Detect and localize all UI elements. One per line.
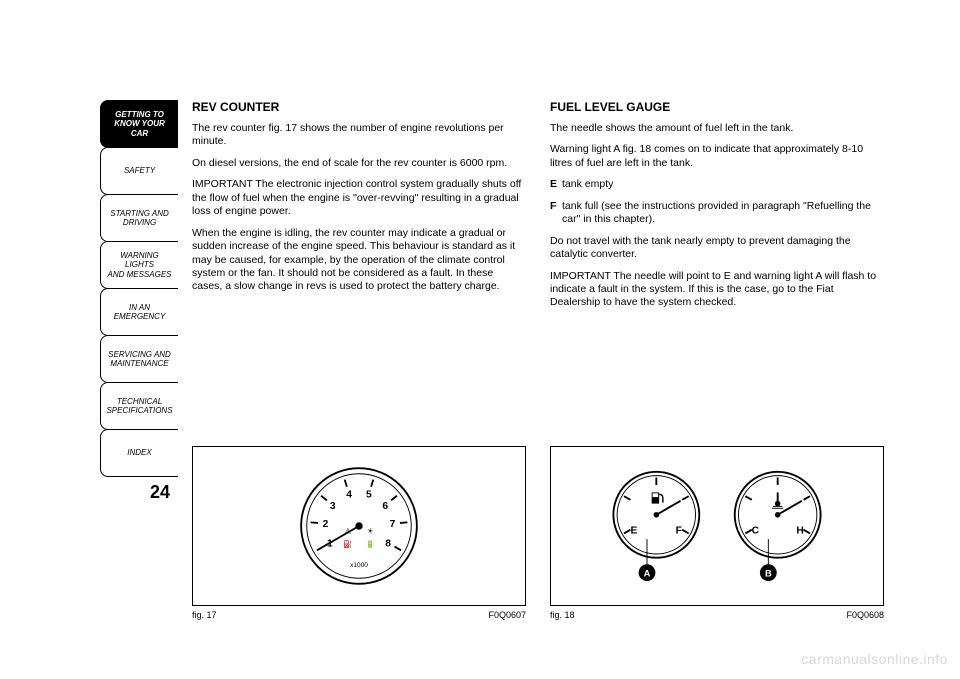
svg-text:H: H <box>796 525 803 536</box>
figure-17: 12345678x1000⚠☀⛽🔋 <box>192 446 526 606</box>
tab-warning-lights[interactable]: WARNING LIGHTSAND MESSAGES <box>100 241 178 289</box>
svg-text:7: 7 <box>390 519 396 530</box>
svg-text:F: F <box>676 525 682 536</box>
svg-text:8: 8 <box>385 539 391 550</box>
fuel-p1: The needle shows the amount of fuel left… <box>550 122 884 135</box>
fuel-temp-gauges: E F A C H B <box>577 451 857 601</box>
svg-text:☀: ☀ <box>367 526 374 535</box>
figure-18-code: F0Q0608 <box>846 610 884 620</box>
term-f: F <box>550 200 562 213</box>
svg-text:3: 3 <box>330 501 336 512</box>
svg-text:x1000: x1000 <box>350 562 368 569</box>
body-columns: REV COUNTER The rev counter fig. 17 show… <box>178 100 884 620</box>
svg-text:C: C <box>752 525 760 536</box>
svg-text:2: 2 <box>323 519 329 530</box>
tab-servicing[interactable]: SERVICING ANDMAINTENANCE <box>100 335 178 383</box>
svg-text:⛽: ⛽ <box>343 540 352 549</box>
figure-18-label: fig. 18 <box>550 610 575 620</box>
svg-text:A: A <box>644 568 651 578</box>
svg-text:5: 5 <box>366 490 372 501</box>
figure-17-code: F0Q0607 <box>488 610 526 620</box>
svg-text:B: B <box>765 568 772 578</box>
column-rev-counter: REV COUNTER The rev counter fig. 17 show… <box>192 100 526 620</box>
rev-p3: IMPORTANT The electronic injection contr… <box>192 178 526 218</box>
watermark: carmanualsonline.info <box>801 651 948 667</box>
tab-starting-driving[interactable]: STARTING ANDDRIVING <box>100 194 178 242</box>
term-e: E <box>550 178 562 191</box>
figure-18: E F A C H B <box>550 446 884 606</box>
column-fuel-gauge: FUEL LEVEL GAUGE The needle shows the am… <box>550 100 884 620</box>
fuel-def-e: Etank empty <box>550 178 884 191</box>
figure-17-label: fig. 17 <box>192 610 217 620</box>
tab-safety[interactable]: SAFETY <box>100 147 178 195</box>
tab-technical-specs[interactable]: TECHNICALSPECIFICATIONS <box>100 382 178 430</box>
fuel-p2: Warning light A fig. 18 comes on to indi… <box>550 143 884 170</box>
page-content: GETTING TOKNOW YOUR CAR SAFETY STARTING … <box>100 100 884 620</box>
rev-counter-gauge: 12345678x1000⚠☀⛽🔋 <box>219 451 499 601</box>
figure-18-wrap: E F A C H B fig. 18 F0Q0608 <box>550 446 884 620</box>
fuel-p4: IMPORTANT The needle will point to E and… <box>550 270 884 310</box>
tab-index[interactable]: INDEX <box>100 429 178 477</box>
rev-counter-heading: REV COUNTER <box>192 100 526 114</box>
rev-p2: On diesel versions, the end of scale for… <box>192 157 526 170</box>
figure-17-caption: fig. 17 F0Q0607 <box>192 610 526 620</box>
tab-getting-to-know[interactable]: GETTING TOKNOW YOUR CAR <box>100 100 178 148</box>
rev-p4: When the engine is idling, the rev count… <box>192 227 526 294</box>
svg-text:E: E <box>631 525 638 536</box>
section-tabs: GETTING TOKNOW YOUR CAR SAFETY STARTING … <box>100 100 178 620</box>
fuel-p3: Do not travel with the tank nearly empty… <box>550 235 884 262</box>
svg-text:4: 4 <box>346 490 352 501</box>
figure-18-caption: fig. 18 F0Q0608 <box>550 610 884 620</box>
fuel-heading: FUEL LEVEL GAUGE <box>550 100 884 114</box>
figure-17-wrap: 12345678x1000⚠☀⛽🔋 fig. 17 F0Q0607 <box>192 446 526 620</box>
page-number: 24 <box>100 476 178 503</box>
tab-emergency[interactable]: IN AN EMERGENCY <box>100 288 178 336</box>
rev-p1: The rev counter fig. 17 shows the number… <box>192 122 526 149</box>
svg-text:🔋: 🔋 <box>366 540 375 549</box>
fuel-def-f: Ftank full (see the instructions provide… <box>550 200 884 227</box>
desc-f: tank full (see the instructions provided… <box>562 200 882 227</box>
desc-e: tank empty <box>562 178 882 191</box>
svg-text:6: 6 <box>382 501 388 512</box>
